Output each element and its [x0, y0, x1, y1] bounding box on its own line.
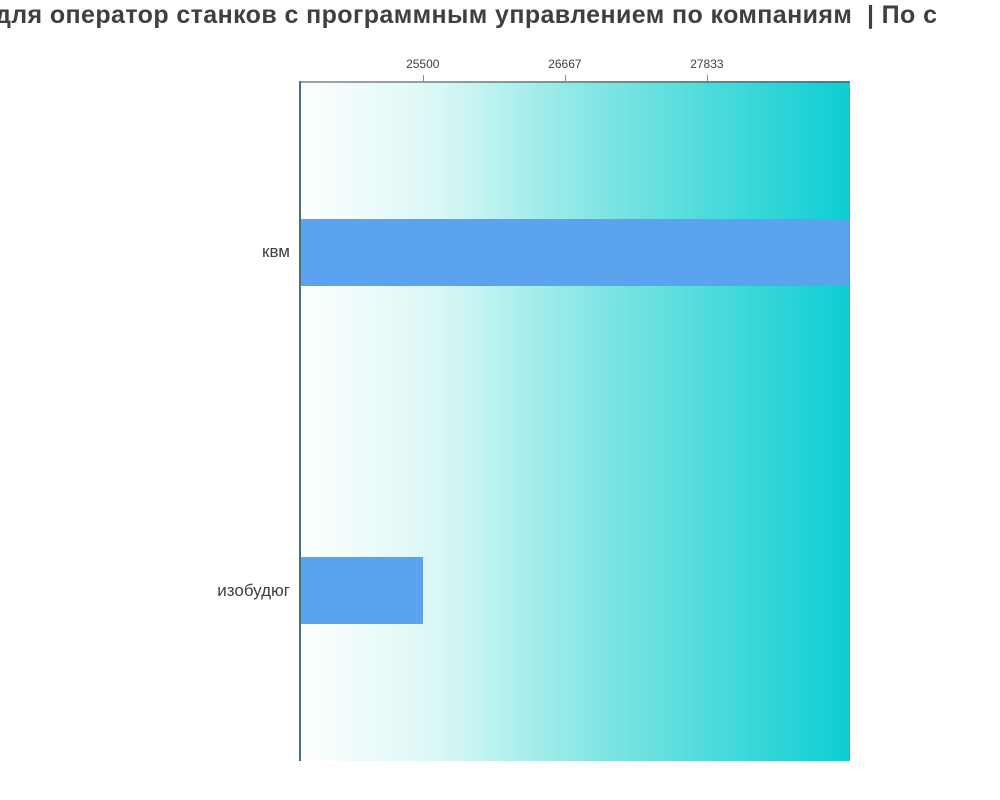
chart-title: для оператор станков с программным управ…: [0, 1, 938, 29]
y-category-label: изобудюг: [217, 580, 290, 600]
bar-квм[interactable]: [301, 218, 849, 286]
x-tick-label: 25500: [406, 57, 440, 71]
plot-area: [299, 81, 850, 761]
x-tick-label: 26667: [548, 57, 582, 71]
x-tick-mark: [564, 75, 566, 81]
y-category-label: квм: [262, 242, 290, 262]
x-tick-mark: [706, 75, 708, 81]
bar-изобудюг[interactable]: [301, 557, 423, 625]
x-tick-mark: [422, 75, 424, 81]
x-tick-label: 27833: [690, 57, 724, 71]
